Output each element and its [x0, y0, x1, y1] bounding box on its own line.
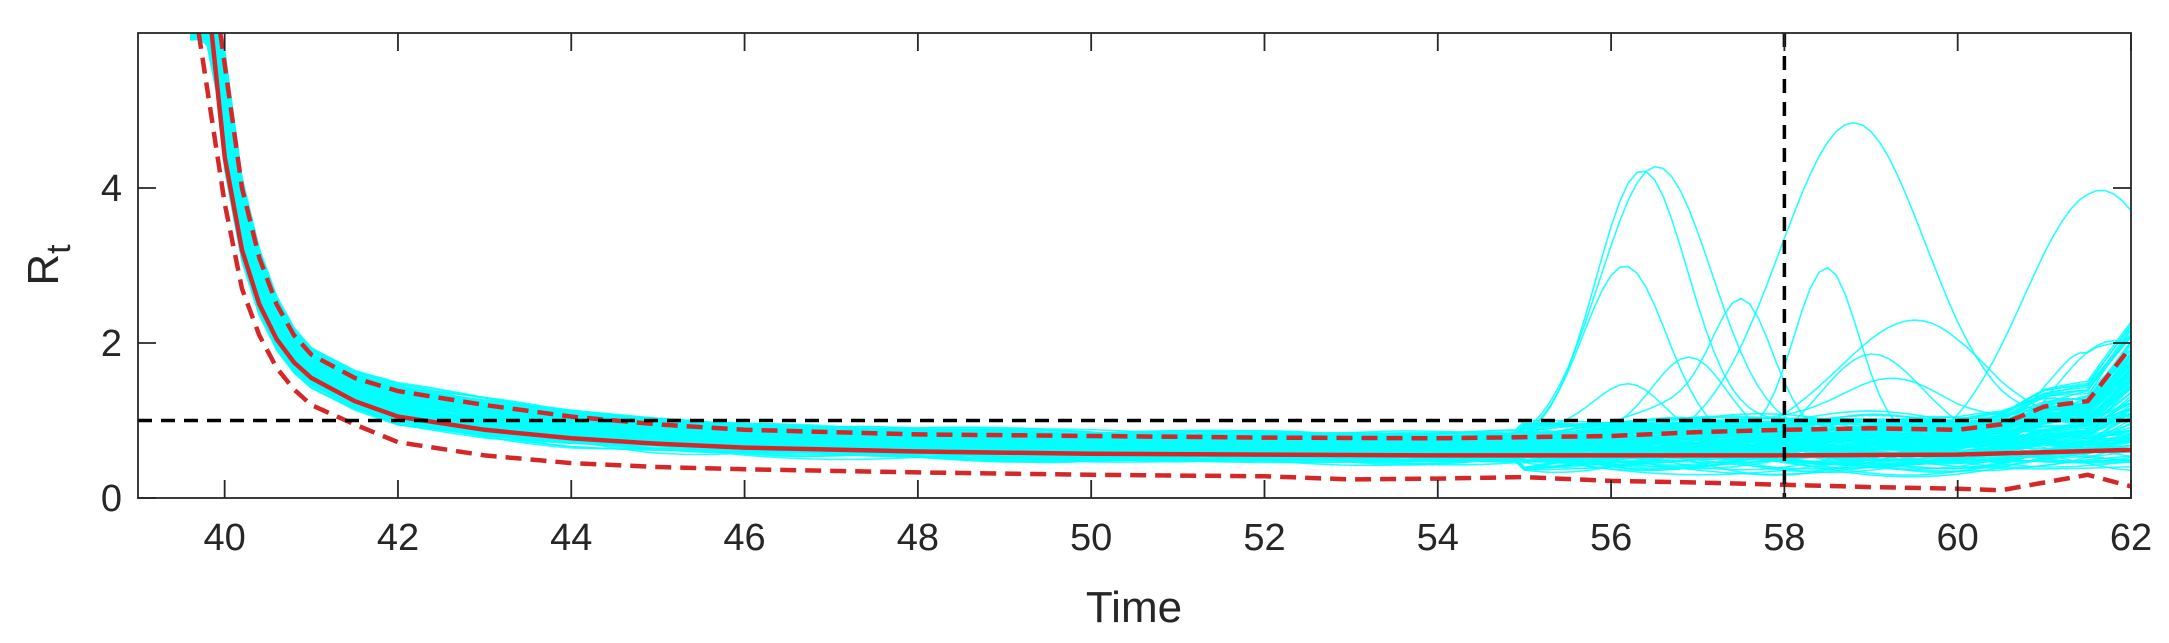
y-axis-title: Rt	[19, 244, 78, 286]
sample-trajectory	[189, 33, 2131, 451]
x-tick-label: 44	[550, 517, 592, 559]
x-tick-label: 46	[723, 517, 765, 559]
sample-trajectory	[206, 33, 2131, 476]
plot-frame	[137, 32, 2132, 499]
x-tick-label: 50	[1070, 517, 1112, 559]
x-tick-label: 48	[897, 517, 939, 559]
x-tick-label: 54	[1417, 517, 1459, 559]
upper-interval-line	[218, 33, 2131, 441]
x-axis: 40 42 44 46 48 50 52 54 56 58 60 62	[204, 33, 2152, 559]
summary-lines	[196, 33, 2131, 493]
y-axis-title-subscript: t	[40, 244, 78, 254]
x-tick-label: 52	[1243, 517, 1285, 559]
y-axis-title-main: R	[19, 254, 68, 286]
reference-lines	[138, 33, 2131, 498]
y-axis: 0 2 4	[101, 168, 2131, 520]
lower-interval-line	[196, 33, 2131, 493]
y-tick-label: 0	[101, 478, 122, 520]
y-tick-label: 4	[101, 168, 122, 210]
svg-text:Rt: Rt	[19, 244, 78, 286]
x-tick-label: 62	[2110, 517, 2152, 559]
median-line	[209, 33, 2131, 458]
x-tick-label: 58	[1763, 517, 1805, 559]
x-tick-label: 56	[1590, 517, 1632, 559]
x-tick-label: 40	[204, 517, 246, 559]
x-axis-title: Time	[1086, 583, 1182, 632]
sample-trajectory	[189, 33, 2131, 476]
x-tick-label: 60	[1937, 517, 1979, 559]
y-tick-label: 2	[101, 323, 122, 365]
x-tick-label: 42	[377, 517, 419, 559]
